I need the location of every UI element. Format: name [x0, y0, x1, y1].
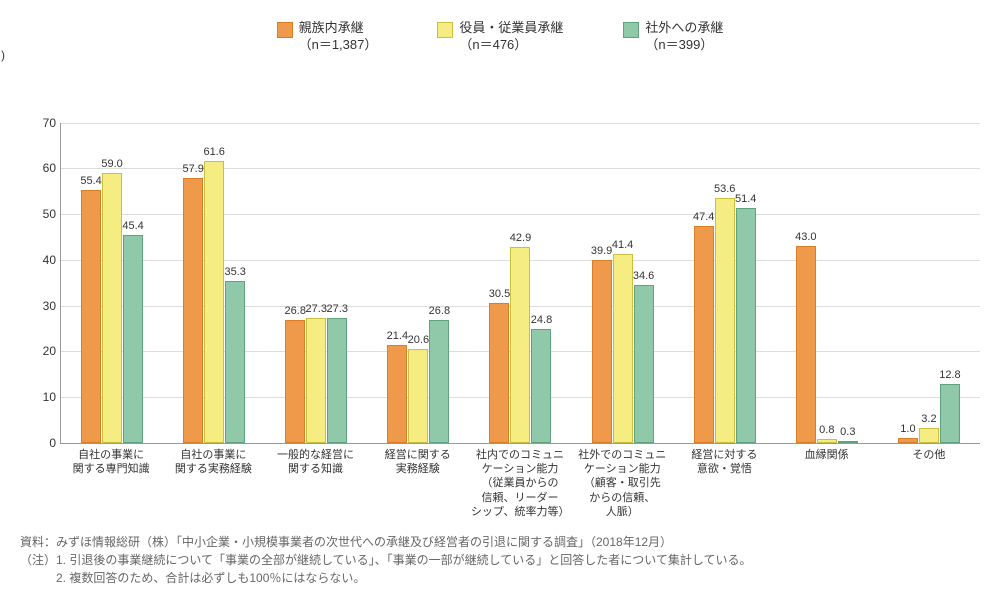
y-tick: 70: [31, 116, 56, 130]
bar-value-label: 41.4: [612, 239, 633, 251]
bar: 30.5: [489, 303, 509, 442]
bar-value-label: 20.6: [408, 334, 429, 346]
bar-value-label: 43.0: [795, 231, 816, 243]
bar-value-label: 42.9: [510, 232, 531, 244]
bar-value-label: 35.3: [224, 266, 245, 278]
bar-group: 55.459.045.4: [61, 123, 163, 443]
bar-value-label: 1.0: [900, 423, 915, 435]
bar: 51.4: [736, 208, 756, 443]
legend-label: 社外への承継（n＝399）: [645, 20, 723, 54]
plot: 01020304050607055.459.045.457.961.635.32…: [60, 123, 980, 444]
chart-notes: 資料：みずほ情報総研（株）「中小企業・小規模事業者の次世代への承継及び経営者の引…: [20, 533, 980, 587]
bar: 34.6: [634, 285, 654, 443]
bar-value-label: 24.8: [531, 314, 552, 326]
y-tick: 30: [31, 299, 56, 313]
bar-value-label: 26.8: [429, 305, 450, 317]
bar-group: 47.453.651.4: [674, 123, 776, 443]
bar-group: 26.827.327.3: [265, 123, 367, 443]
legend-item-2: 社外への承継（n＝399）: [623, 20, 723, 54]
bar: 35.3: [225, 281, 245, 442]
bar: 43.0: [796, 246, 816, 443]
source-text: 資料：みずほ情報総研（株）「中小企業・小規模事業者の次世代への承継及び経営者の引…: [20, 533, 980, 551]
note-1: （注）1. 引退後の事業継続について「事業の全部が継続している」、「事業の一部が…: [20, 551, 980, 569]
legend-swatch: [277, 22, 293, 38]
bar: 26.8: [429, 320, 449, 443]
x-axis-labels: 自社の事業に関する専門知識自社の事業に関する実務経験一般的な経営に関する知識経営…: [60, 444, 980, 519]
x-label: 経営に関する実務経験: [367, 444, 469, 519]
bar-value-label: 61.6: [203, 146, 224, 158]
chart-container: 親族内承継（n＝1,387） 役員・従業員承継（n＝476） 社外への承継（n＝39…: [20, 20, 980, 587]
bar: 42.9: [510, 247, 530, 443]
x-label: 社外でのコミュニケーション能力（顧客・取引先からの信頼、人脈）: [571, 444, 673, 519]
bar: 57.9: [183, 178, 203, 443]
bar: 55.4: [81, 190, 101, 443]
y-tick: 10: [31, 390, 56, 404]
legend: 親族内承継（n＝1,387） 役員・従業員承継（n＝476） 社外への承継（n＝39…: [20, 20, 980, 54]
bar: 0.3: [838, 441, 858, 443]
legend-swatch: [437, 22, 453, 38]
legend-label: 親族内承継（n＝1,387）: [299, 20, 378, 54]
bar: 61.6: [204, 161, 224, 443]
y-tick: 50: [31, 207, 56, 221]
bar-value-label: 3.2: [921, 413, 936, 425]
bar: 20.6: [408, 349, 428, 443]
bar-value-label: 57.9: [182, 163, 203, 175]
bar-value-label: 55.4: [80, 175, 101, 187]
bar-value-label: 51.4: [735, 193, 756, 205]
bar-value-label: 27.3: [327, 303, 348, 315]
x-label: 血縁関係: [776, 444, 878, 519]
bar-group: 39.941.434.6: [572, 123, 674, 443]
legend-label: 役員・従業員承継（n＝476）: [459, 20, 563, 54]
bar-group: 30.542.924.8: [469, 123, 571, 443]
y-tick: 0: [31, 436, 56, 450]
bar-value-label: 21.4: [387, 330, 408, 342]
bar-value-label: 27.3: [306, 303, 327, 315]
y-tick: 60: [31, 161, 56, 175]
x-label: 社内でのコミュニケーション能力（従業員からの信頼、リーダーシップ、統率力等）: [469, 444, 571, 519]
bar-value-label: 53.6: [714, 183, 735, 195]
x-label: 自社の事業に関する専門知識: [60, 444, 162, 519]
bar: 27.3: [327, 318, 347, 443]
y-axis-unit: (％): [0, 46, 5, 63]
bar-value-label: 12.8: [939, 369, 960, 381]
bar: 45.4: [123, 235, 143, 443]
bar: 41.4: [613, 254, 633, 443]
bar-value-label: 26.8: [285, 305, 306, 317]
bar: 0.8: [817, 439, 837, 443]
bar-value-label: 30.5: [489, 288, 510, 300]
bar-value-label: 45.4: [122, 220, 143, 232]
bar: 1.0: [898, 438, 918, 443]
bar: 24.8: [531, 329, 551, 442]
legend-swatch: [623, 22, 639, 38]
legend-item-1: 役員・従業員承継（n＝476）: [437, 20, 563, 54]
bar: 3.2: [919, 428, 939, 443]
bar-value-label: 47.4: [693, 211, 714, 223]
bar: 12.8: [940, 384, 960, 443]
bar-group: 57.961.635.3: [163, 123, 265, 443]
bar: 21.4: [387, 345, 407, 443]
bar: 59.0: [102, 173, 122, 443]
bar: 27.3: [306, 318, 326, 443]
y-tick: 20: [31, 344, 56, 358]
note-2: 2. 複数回答のため、合計は必ずしも100％にはならない。: [20, 569, 980, 587]
bar-value-label: 0.3: [840, 426, 855, 438]
chart-area: 01020304050607055.459.045.457.961.635.32…: [60, 64, 980, 444]
bar-group: 21.420.626.8: [367, 123, 469, 443]
bar-value-label: 59.0: [101, 158, 122, 170]
x-label: 一般的な経営に関する知識: [264, 444, 366, 519]
x-label: その他: [878, 444, 980, 519]
bar-value-label: 0.8: [819, 424, 834, 436]
x-label: 経営に対する意欲・覚悟: [673, 444, 775, 519]
bar-value-label: 39.9: [591, 245, 612, 257]
bar: 39.9: [592, 260, 612, 442]
x-label: 自社の事業に関する実務経験: [162, 444, 264, 519]
y-tick: 40: [31, 253, 56, 267]
bar: 53.6: [715, 198, 735, 443]
bar-group: 43.00.80.3: [776, 123, 878, 443]
bar: 47.4: [694, 226, 714, 443]
bar: 26.8: [285, 320, 305, 443]
legend-item-0: 親族内承継（n＝1,387）: [277, 20, 378, 54]
bar-group: 1.03.212.8: [878, 123, 980, 443]
bar-value-label: 34.6: [633, 270, 654, 282]
